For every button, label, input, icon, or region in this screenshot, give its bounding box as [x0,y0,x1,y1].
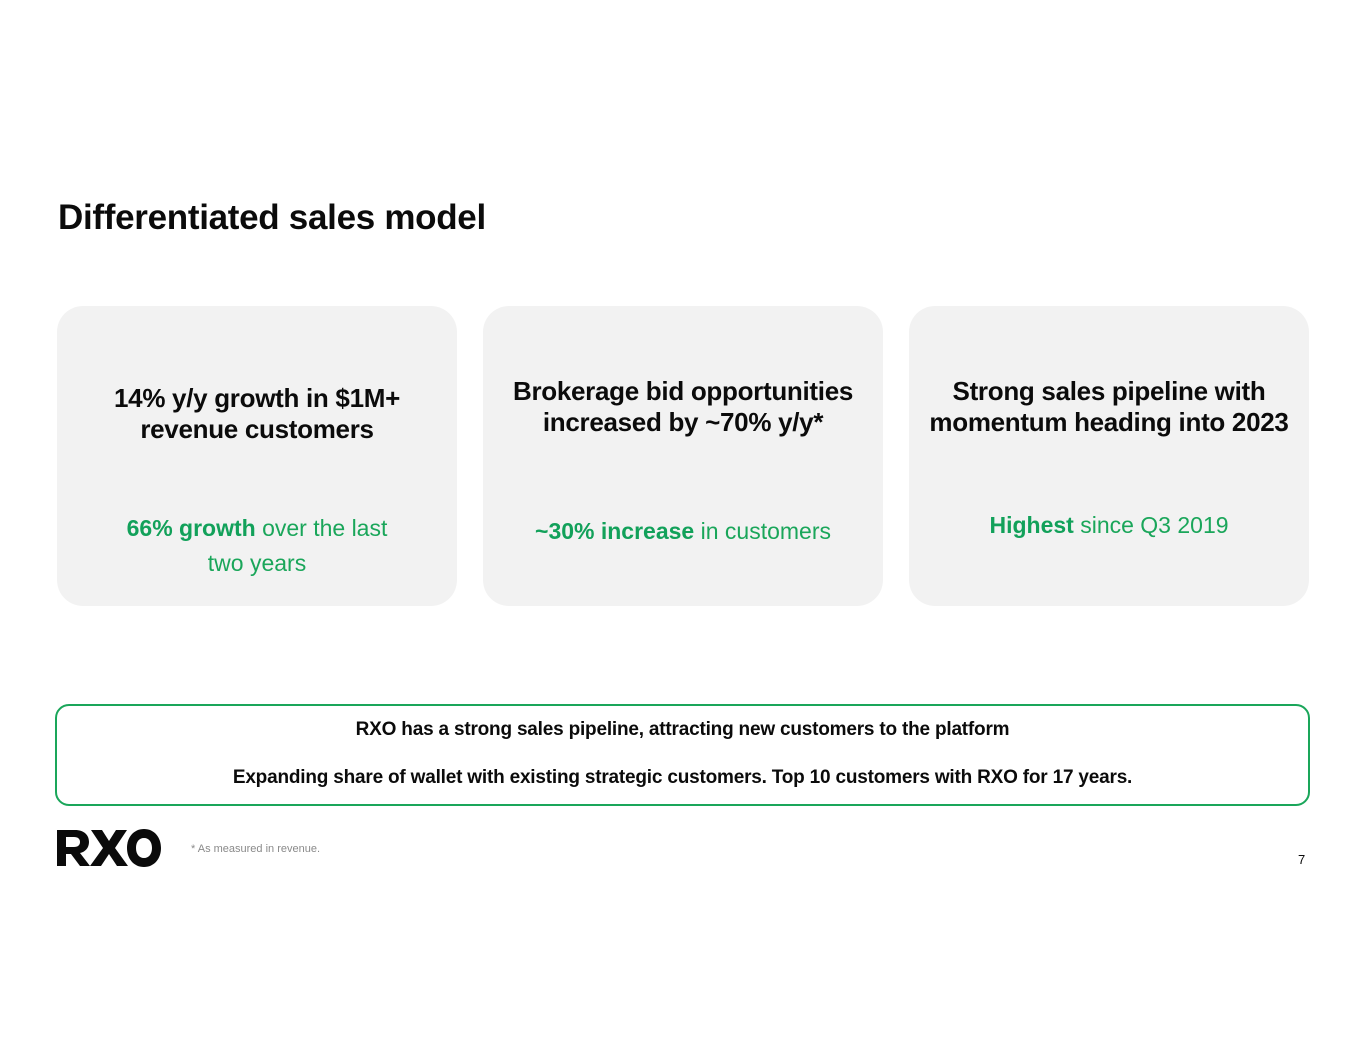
card-headline: 14% y/y growth in $1M+ revenue customers [114,383,400,444]
stat-card-bid-opportunities: Brokerage bid opportunities increased by… [483,306,883,606]
stat-card-customer-growth: 14% y/y growth in $1M+ revenue customers… [57,306,457,606]
callout-line-1: RXO has a strong sales pipeline, attract… [355,719,1010,740]
card-highlight: ~30% increase [535,518,695,544]
page-number: 7 [1298,852,1306,867]
summary-callout: RXO has a strong sales pipeline, attract… [55,704,1310,806]
card-detail-text: over the last two years [207,515,388,576]
rxo-logo [57,829,161,867]
stat-card-sales-pipeline: Strong sales pipeline with momentum head… [909,306,1309,606]
card-detail: 66% growth over the last two years [77,511,437,581]
card-headline: Brokerage bid opportunities increased by… [512,376,854,437]
callout-line-2: Expanding share of wallet with existing … [232,767,1133,788]
card-highlight: 66% growth [126,515,256,541]
card-headline: Strong sales pipeline with momentum head… [929,376,1289,437]
card-detail-text: since Q3 2019 [1073,512,1229,538]
card-detail: ~30% increase in customers [503,514,863,549]
footnote: * As measured in revenue. [191,843,321,855]
card-highlight: Highest [989,512,1074,538]
slide-title: Differentiated sales model [58,198,486,237]
card-detail: Highest since Q3 2019 [929,508,1289,543]
card-detail-text: in customers [694,518,831,544]
